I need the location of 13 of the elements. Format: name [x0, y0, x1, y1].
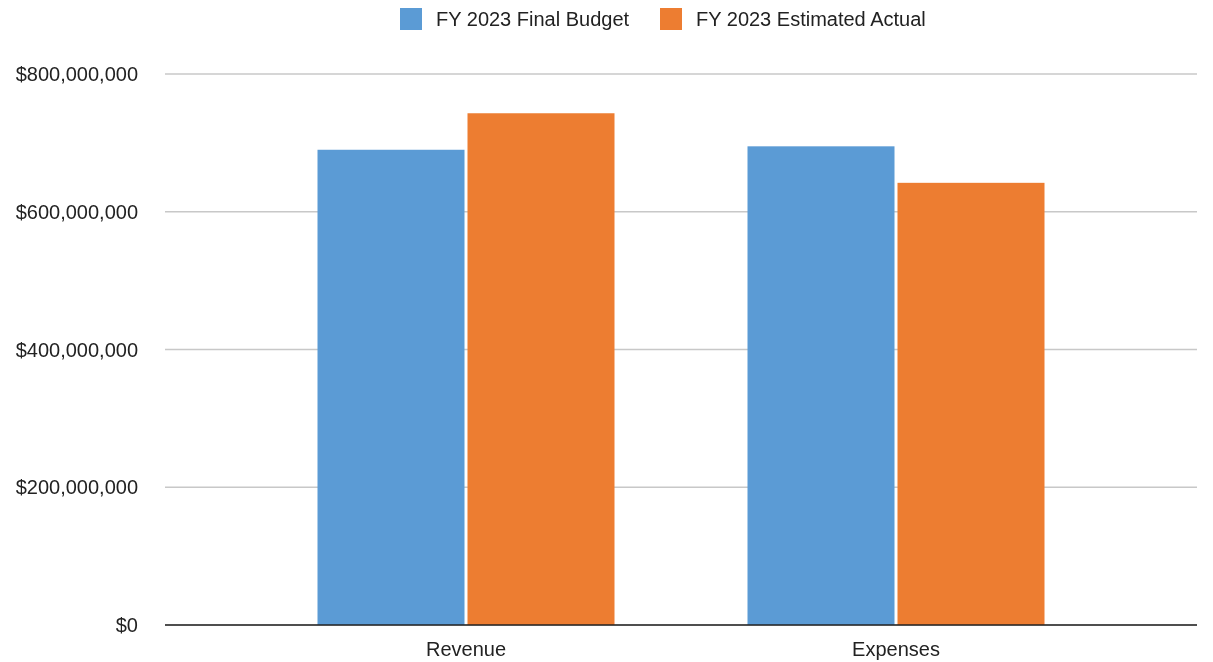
y-tick-label: $0 — [115, 614, 138, 636]
y-tick-label: $800,000,000 — [15, 63, 138, 85]
y-tick-label: $200,000,000 — [15, 476, 138, 499]
bar — [897, 182, 1045, 625]
y-tick-label: $600,000,000 — [15, 200, 138, 223]
bar — [747, 146, 895, 625]
bar — [467, 113, 615, 625]
y-tick-label: $400,000,000 — [15, 338, 138, 361]
bar — [317, 149, 465, 625]
legend-label: FY 2023 Estimated Actual — [696, 8, 926, 30]
x-tick-label: Expenses — [852, 638, 940, 660]
legend-label: FY 2023 Final Budget — [436, 8, 630, 30]
x-tick-label: Revenue — [425, 638, 507, 660]
